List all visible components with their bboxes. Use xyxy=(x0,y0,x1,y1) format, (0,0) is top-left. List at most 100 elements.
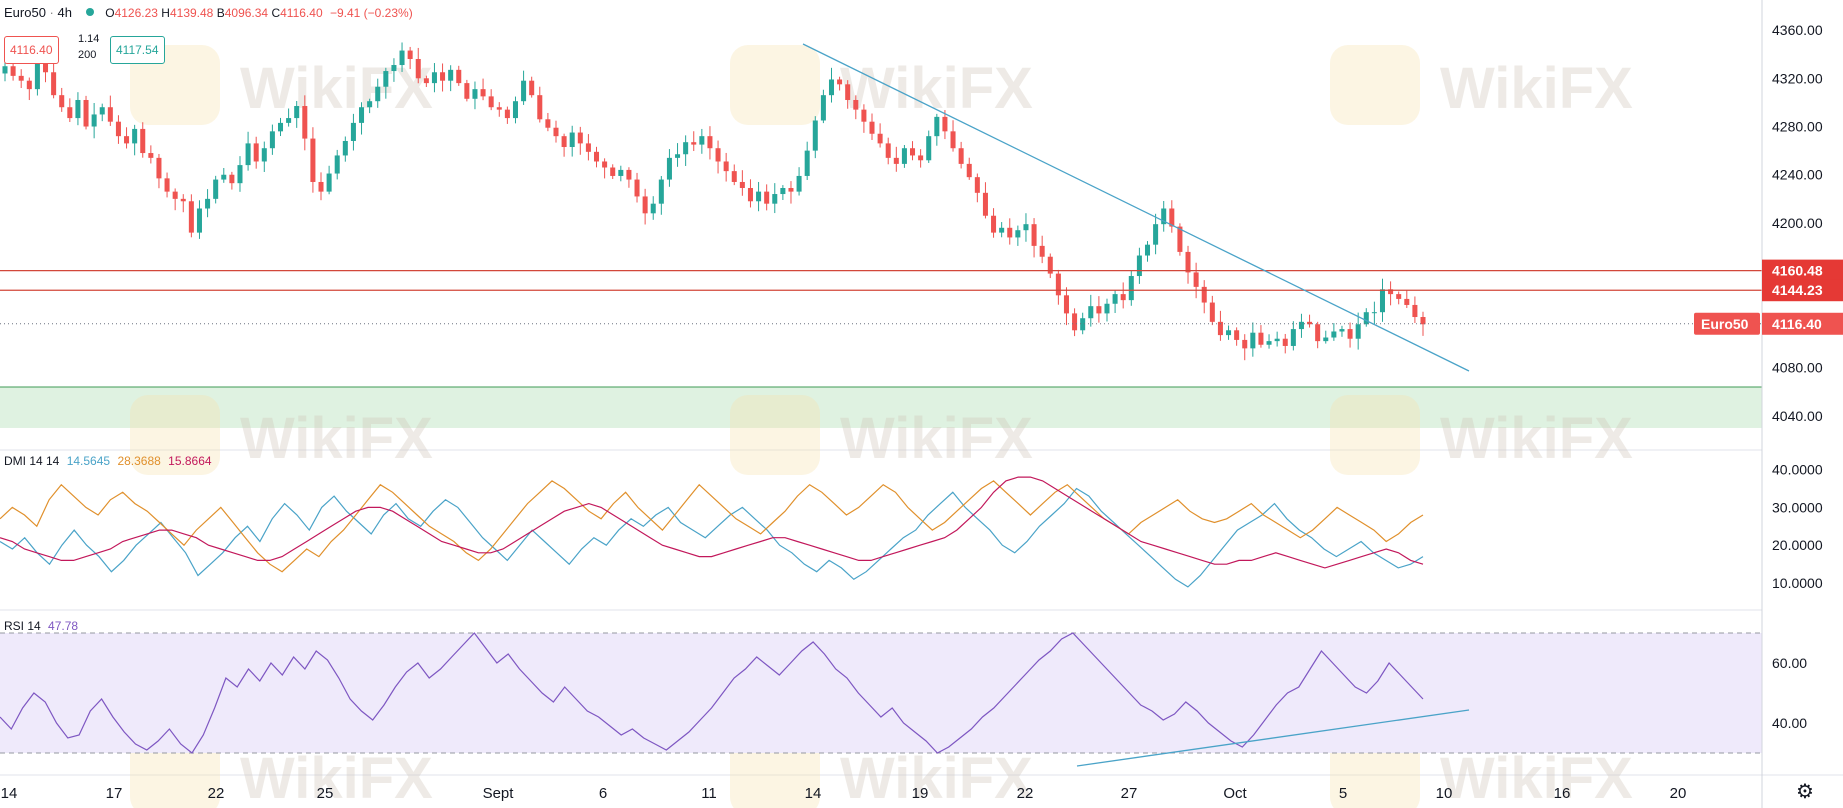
price-level-label: 4144.23 xyxy=(1772,282,1823,298)
candle-body xyxy=(1242,339,1248,349)
candle-body xyxy=(861,109,867,122)
candle xyxy=(1136,247,1142,284)
candle-body xyxy=(901,148,907,164)
candle xyxy=(1266,334,1272,349)
current-price-tag[interactable] xyxy=(1762,312,1843,335)
candle-body xyxy=(334,155,340,174)
candle xyxy=(1096,296,1102,323)
candle-body xyxy=(448,69,454,81)
watermark-logo xyxy=(130,735,220,808)
candle-body xyxy=(1217,321,1223,336)
high-value: 4139.48 xyxy=(169,6,214,20)
candle-body xyxy=(464,83,470,99)
candle-body xyxy=(1226,330,1232,336)
candle-body xyxy=(180,198,186,202)
candle-body xyxy=(1072,313,1078,331)
candle xyxy=(261,141,267,172)
candle xyxy=(853,95,859,120)
candle xyxy=(326,165,332,195)
candle xyxy=(415,47,421,84)
candle-body xyxy=(869,121,875,134)
candle xyxy=(634,172,640,203)
candle xyxy=(869,113,875,140)
dmi-tick-label: 30.0000 xyxy=(1772,499,1823,515)
candle-body xyxy=(269,131,275,149)
candle xyxy=(1307,314,1313,328)
candle-body xyxy=(877,133,883,144)
candle xyxy=(286,108,292,127)
rsi-title[interactable]: RSI 14 xyxy=(4,619,41,633)
price-level-label: 4160.48 xyxy=(1772,263,1823,279)
candle-body xyxy=(602,161,608,168)
dmi-tick-label: 20.0000 xyxy=(1772,537,1823,553)
candle xyxy=(756,181,762,212)
candle-body xyxy=(828,79,835,96)
candle-body xyxy=(707,136,713,149)
candle-body xyxy=(1047,256,1053,274)
spread-info: 1.14 200 xyxy=(78,31,99,63)
dmi-title[interactable]: DMI 14 14 xyxy=(4,454,60,468)
candle-body xyxy=(521,80,527,102)
symbol-name[interactable]: Euro50 xyxy=(4,5,46,20)
candle xyxy=(1072,308,1078,337)
candle-body xyxy=(504,109,510,119)
current-price-label: 4116.40 xyxy=(1772,316,1822,332)
candle xyxy=(707,126,713,160)
candle-body xyxy=(1315,324,1321,342)
candle-body xyxy=(1161,208,1167,225)
watermark-text: WikiFX xyxy=(840,746,1033,808)
candle-body xyxy=(626,169,632,180)
candle xyxy=(91,102,97,139)
watermark-logo xyxy=(730,735,820,808)
candle xyxy=(1234,327,1240,346)
candle xyxy=(772,183,778,214)
watermark-logo xyxy=(130,45,220,125)
candle-body xyxy=(107,107,113,122)
time-tick-label: 10 xyxy=(1436,785,1453,802)
candle-body xyxy=(804,150,810,176)
candle-body xyxy=(43,62,49,73)
symbol-tag xyxy=(1694,312,1760,335)
gear-icon[interactable]: ⚙ xyxy=(1796,781,1814,803)
sell-price-box[interactable]: 4116.40 xyxy=(4,36,59,64)
candle xyxy=(529,76,535,98)
candle-body xyxy=(277,122,284,132)
candle-body xyxy=(1128,276,1134,301)
candle-body xyxy=(1169,208,1175,227)
watermark-text: WikiFX xyxy=(1440,406,1633,471)
candle-body xyxy=(650,203,656,214)
candle xyxy=(1007,218,1013,245)
buy-price-box[interactable]: 4117.54 xyxy=(110,36,165,64)
candle-body xyxy=(1007,227,1013,238)
candle xyxy=(1088,294,1094,327)
candle-body xyxy=(253,143,259,162)
dmi-plus-line xyxy=(0,487,1424,588)
candle xyxy=(1331,323,1337,341)
time-tick-label: 14 xyxy=(805,785,822,802)
candle xyxy=(675,143,681,167)
candle xyxy=(115,115,121,144)
candle xyxy=(982,182,988,219)
watermark-logo xyxy=(1330,45,1420,125)
descending-trendline xyxy=(802,43,1470,372)
candle-body xyxy=(512,101,518,119)
candle xyxy=(1161,201,1167,232)
watermark-text: WikiFX xyxy=(240,406,433,471)
candle xyxy=(950,120,956,152)
candle-body xyxy=(926,136,932,161)
candle xyxy=(391,58,397,82)
candle xyxy=(1063,287,1069,326)
price-level-tag xyxy=(1762,259,1843,282)
candle xyxy=(164,172,170,198)
candle xyxy=(1379,278,1385,322)
candle xyxy=(1226,325,1232,340)
candle xyxy=(1412,296,1418,324)
interval-label[interactable]: 4h xyxy=(57,5,72,20)
candle xyxy=(764,184,770,211)
candle xyxy=(464,79,470,102)
low-value: 4096.34 xyxy=(224,6,269,20)
candle-body xyxy=(885,143,891,158)
candle-body xyxy=(1388,289,1394,295)
candle-body xyxy=(407,50,413,59)
